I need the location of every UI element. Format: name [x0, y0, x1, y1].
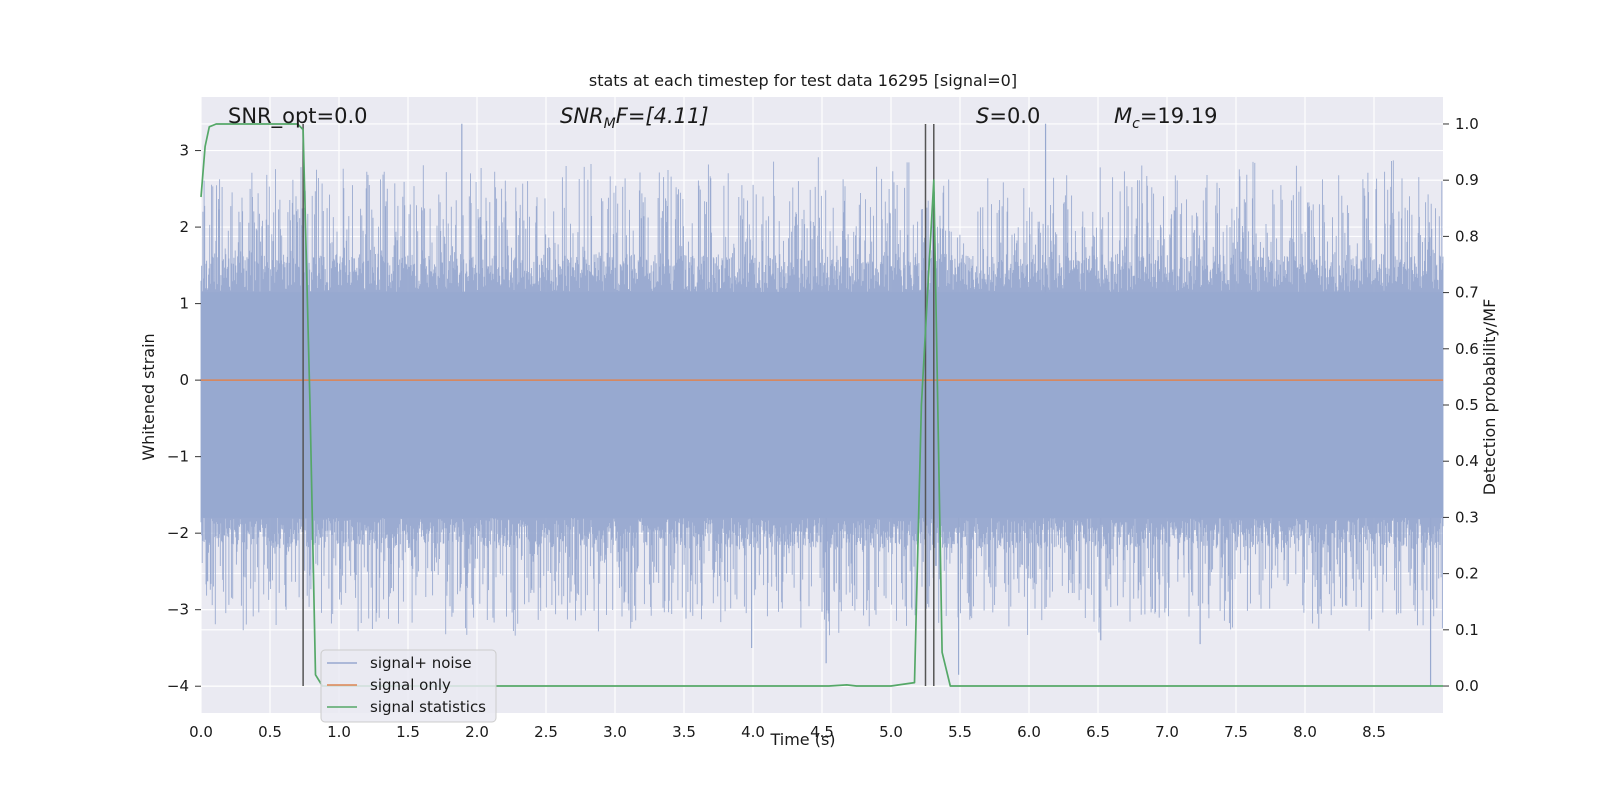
x-tick-label: 6.5 — [1086, 723, 1110, 741]
noise-core-band — [201, 292, 1443, 518]
signal-statistics-line — [200, 123, 1443, 687]
y-tick-label: −4 — [167, 677, 189, 695]
x-tick-label: 7.0 — [1155, 723, 1179, 741]
y-tick-label: 1 — [179, 295, 189, 313]
y2-axis-label: Detection probability/MF — [1480, 299, 1499, 496]
x-tick-label: 8.5 — [1362, 723, 1386, 741]
y2-tick-label: 1.0 — [1455, 115, 1479, 133]
y2-tick-label: 0.3 — [1455, 508, 1479, 526]
legend-label-signal-only: signal only — [370, 676, 451, 694]
y2-tick-label: 0.2 — [1455, 565, 1479, 583]
y2-tick-label: 0.0 — [1455, 677, 1479, 695]
series-signal-noise — [200, 123, 1444, 687]
x-tick-label: 6.0 — [1017, 723, 1041, 741]
annotation-snr-opt: SNR_opt=0.0 — [228, 104, 368, 129]
legend: signal+ noise signal only signal statist… — [320, 649, 497, 723]
x-tick-label: 7.5 — [1224, 723, 1248, 741]
snr-mf-base: SNR — [560, 104, 604, 128]
y2-tick-label: 0.9 — [1455, 171, 1479, 189]
legend-box — [320, 649, 497, 723]
x-tick-label: 1.5 — [396, 723, 420, 741]
x-tick-label: 8.0 — [1293, 723, 1317, 741]
y2-tick-label: 0.7 — [1455, 284, 1479, 302]
y-tick-label: −1 — [167, 448, 189, 466]
y-axis-label: Whitened strain — [139, 333, 158, 460]
series-signal-statistics — [200, 123, 1443, 687]
x-tick-label: 3.0 — [603, 723, 627, 741]
x-tick-label: 4.0 — [741, 723, 765, 741]
x-tick-label: 3.5 — [672, 723, 696, 741]
annotation-s: S=0.0 — [976, 104, 1040, 128]
y-tick-label: 0 — [179, 371, 189, 389]
x-tick-label: 2.5 — [534, 723, 558, 741]
x-tick-label: 2.0 — [465, 723, 489, 741]
x-tick-label: 0.0 — [189, 723, 213, 741]
y2-tick-labels: 0.0 0.1 0.2 0.3 0.4 0.5 0.6 0.7 0.8 0.9 1.0 — [1443, 115, 1479, 695]
y-tick-labels: −4 −3 −2 −1 0 1 2 3 — [167, 142, 201, 695]
mc-sub: c — [1132, 116, 1140, 132]
y-tick-label: −2 — [167, 524, 189, 542]
snr-mf-rest: F=[4.11] — [616, 104, 709, 128]
y2-tick-label: 0.4 — [1455, 452, 1479, 470]
x-tick-labels: 0.0 0.5 1.0 1.5 2.0 2.5 3.0 3.5 4.0 4.5 5.0 5.5 6.0 6… — [189, 723, 1386, 741]
x-tick-label: 4.5 — [810, 723, 834, 741]
x-tick-label: 5.0 — [879, 723, 903, 741]
y2-tick-label: 0.8 — [1455, 227, 1479, 245]
y2-tick-label: 0.6 — [1455, 340, 1479, 358]
legend-label-signal-noise: signal+ noise — [370, 654, 472, 672]
x-axis-label: Time (s) — [769, 730, 835, 749]
y-tick-label: 3 — [179, 142, 189, 160]
legend-label-signal-statistics: signal statistics — [370, 698, 486, 716]
y2-tick-label: 0.1 — [1455, 621, 1479, 639]
s-rest: =0.0 — [989, 104, 1040, 128]
annotation-mc: Mc=19.19 — [1114, 104, 1218, 132]
chart-title: stats at each timestep for test data 162… — [589, 71, 1017, 90]
x-tick-label: 5.5 — [948, 723, 972, 741]
y-tick-label: −3 — [167, 601, 189, 619]
y2-tick-label: 0.5 — [1455, 396, 1479, 414]
x-tick-label: 1.0 — [327, 723, 351, 741]
x-tick-label: 0.5 — [258, 723, 282, 741]
mc-rest: =19.19 — [1140, 104, 1218, 128]
y-tick-label: 2 — [179, 218, 189, 236]
annotation-snr-mf: SNRMF=[4.11] — [560, 104, 709, 132]
snr-mf-sub: M — [604, 116, 616, 132]
mc-base: M — [1114, 104, 1132, 128]
s-italic: S — [976, 104, 989, 128]
